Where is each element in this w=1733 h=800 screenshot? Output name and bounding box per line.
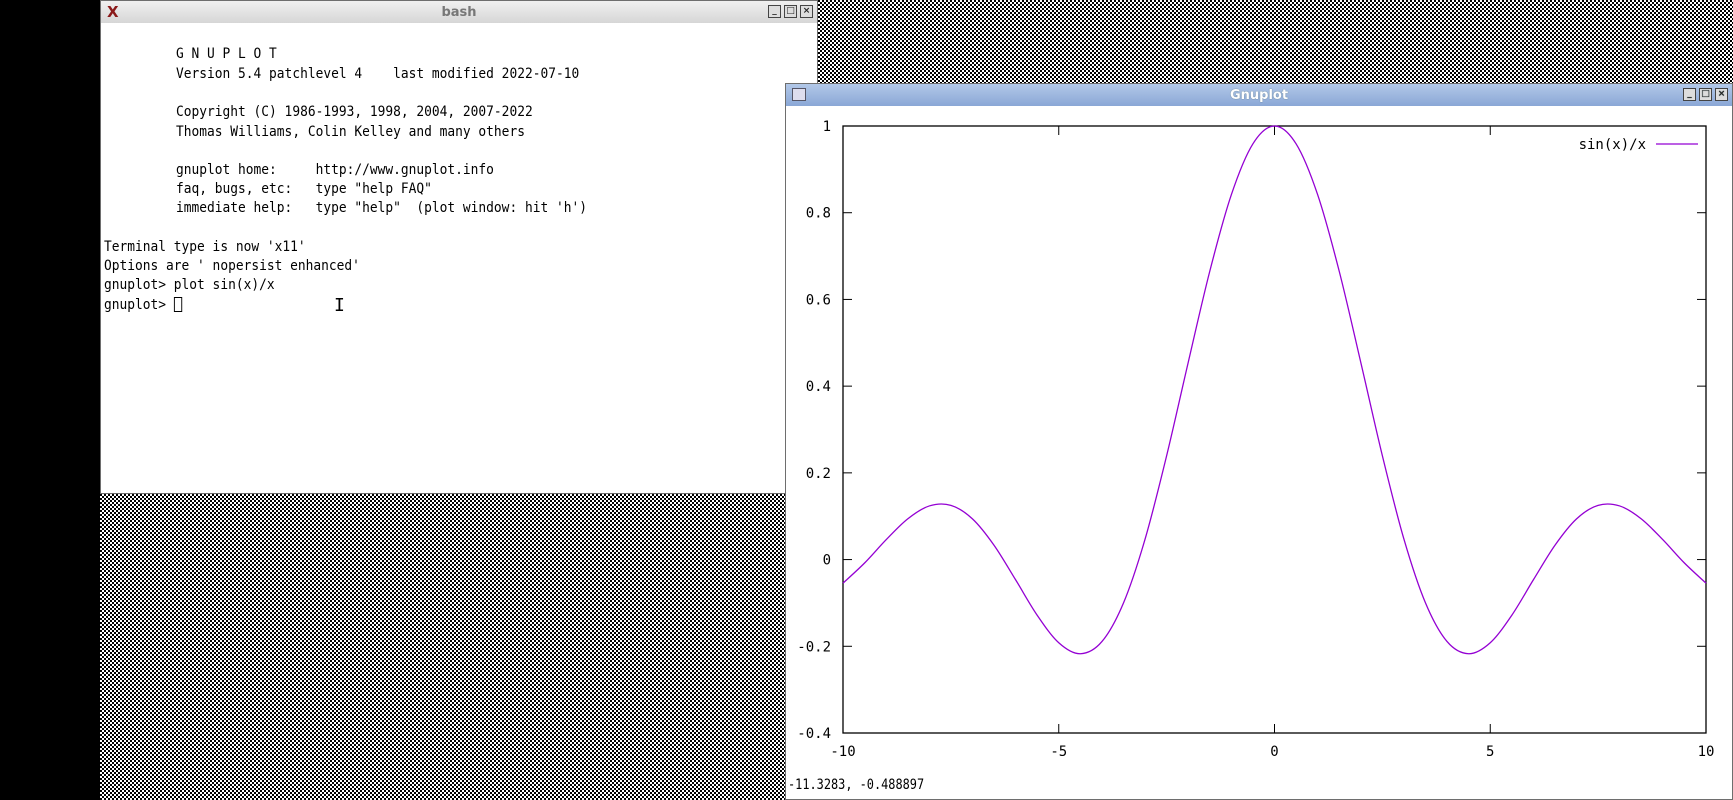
- terminal-output[interactable]: G N U P L O T Version 5.4 patchlevel 4 l…: [101, 23, 817, 493]
- bash-title: bash: [441, 4, 477, 20]
- y-tick-label: -0.2: [797, 639, 831, 655]
- gnuplot-window[interactable]: Gnuplot _ □ × -10 -5 0 5 10 -0.4 -0.2 0 0.2 0.4 0.…: [785, 83, 1733, 800]
- legend-label: sin(x)/x: [1579, 137, 1646, 153]
- terminal-line: gnuplot home: http://www.gnuplot.info: [176, 162, 494, 178]
- terminal-line: Options are ' nopersist enhanced': [104, 258, 360, 274]
- x-tick-label: 0: [1270, 744, 1278, 760]
- terminal-line: Thomas Williams, Colin Kelley and many o…: [176, 124, 525, 140]
- series-line: [842, 125, 1707, 655]
- x-tick-label: 5: [1486, 744, 1494, 760]
- mouse-coordinates: -11.3283, -0.488897: [788, 777, 925, 793]
- terminal-line: faq, bugs, etc: type "help FAQ": [176, 181, 432, 197]
- close-icon[interactable]: ×: [1715, 88, 1728, 101]
- ibeam-cursor-icon: I: [334, 295, 345, 316]
- window-menu-icon[interactable]: [792, 88, 806, 101]
- x-tick-label: 10: [1698, 744, 1715, 760]
- close-icon[interactable]: ×: [800, 5, 813, 18]
- prompt: gnuplot>: [104, 297, 174, 313]
- maximize-icon[interactable]: □: [784, 5, 797, 18]
- plot-canvas[interactable]: -10 -5 0 5 10 -0.4 -0.2 0 0.2 0.4 0.6 0.8 1 sin(x)/x: [786, 106, 1732, 766]
- x-tick-label: -10: [830, 744, 855, 760]
- gnuplot-title: Gnuplot: [1229, 87, 1289, 103]
- terminal-line: G N U P L O T: [176, 46, 277, 62]
- y-tick-label: 1: [823, 119, 831, 135]
- y-tick-label: 0: [823, 553, 831, 569]
- plot-border: [842, 125, 1707, 734]
- x-logo-icon: X: [107, 3, 119, 21]
- minimize-icon[interactable]: _: [768, 5, 781, 18]
- terminal-line: Version 5.4 patchlevel 4 last modified 2…: [176, 66, 580, 82]
- terminal-line: gnuplot> plot sin(x)/x: [104, 277, 275, 293]
- y-tick-label: 0.8: [806, 206, 831, 222]
- text-cursor: [173, 297, 183, 312]
- terminal-line: immediate help: type "help" (plot window…: [176, 200, 587, 216]
- minimize-icon[interactable]: _: [1683, 88, 1696, 101]
- x-tick-label: -5: [1050, 744, 1067, 760]
- y-tick-label: 0.4: [806, 379, 831, 395]
- y-tick-label: 0.6: [806, 292, 831, 308]
- terminal-line: Terminal type is now 'x11': [104, 239, 306, 255]
- bash-terminal-window[interactable]: X bash _ □ × G N U P L O T Version 5.4 p…: [100, 0, 818, 494]
- y-tick-label: -0.4: [797, 726, 831, 742]
- maximize-icon[interactable]: □: [1699, 88, 1712, 101]
- gnuplot-titlebar[interactable]: Gnuplot _ □ ×: [786, 84, 1732, 106]
- bash-titlebar[interactable]: X bash _ □ ×: [101, 1, 817, 23]
- terminal-line: Copyright (C) 1986-1993, 1998, 2004, 200…: [176, 104, 533, 120]
- y-tick-label: 0.2: [806, 466, 831, 482]
- terminal-prompt-line[interactable]: gnuplot>: [104, 297, 183, 313]
